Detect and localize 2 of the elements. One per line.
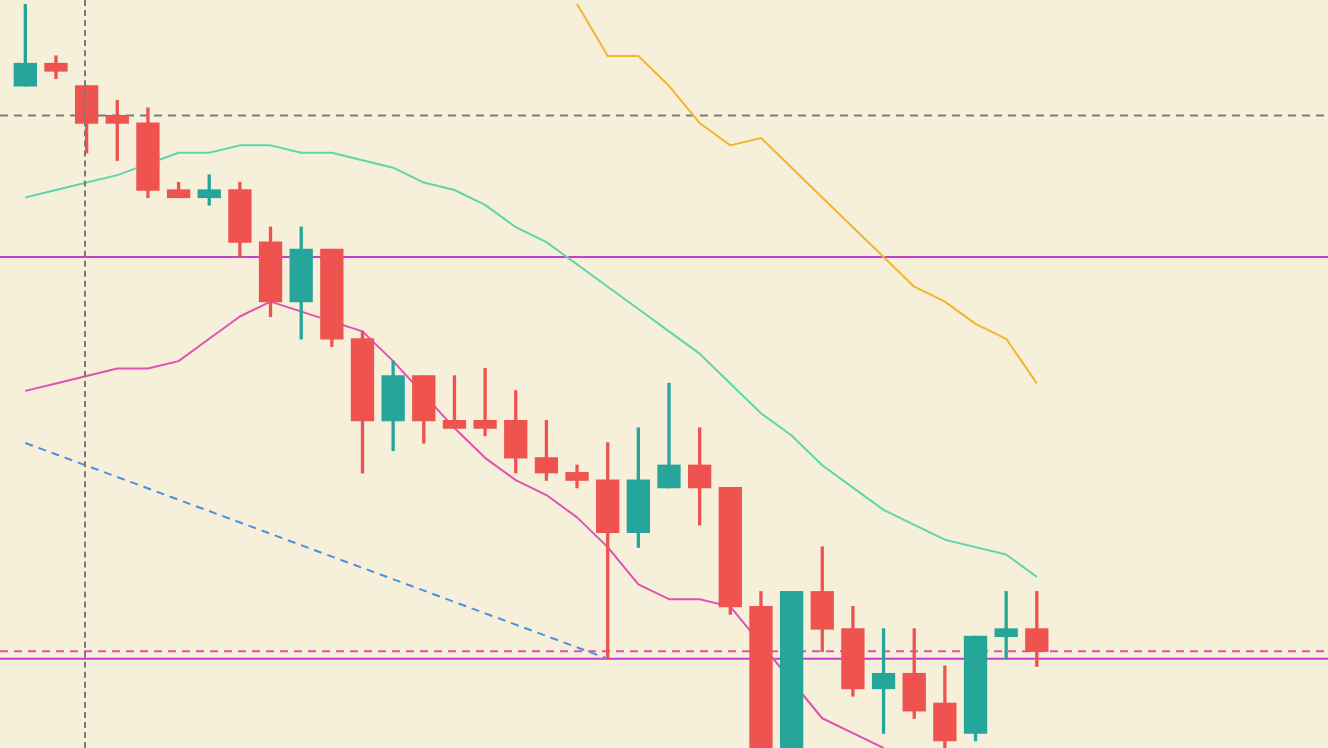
candlestick <box>473 367 497 437</box>
candlestick <box>657 382 681 489</box>
